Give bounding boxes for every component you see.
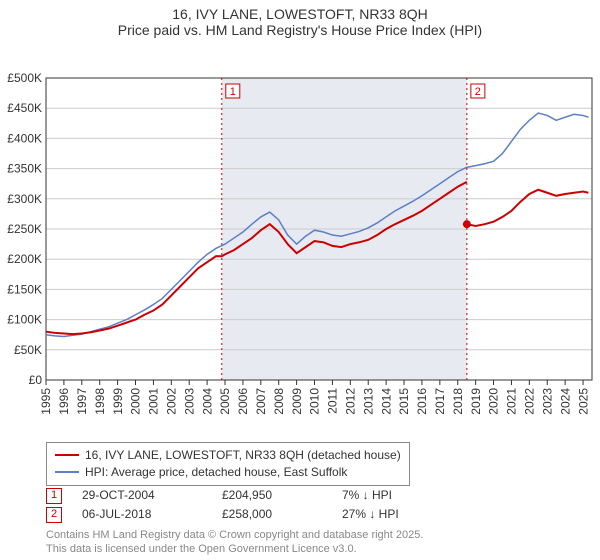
y-tick-label: £150K xyxy=(7,282,42,296)
chart-legend: 16, IVY LANE, LOWESTOFT, NR33 8QH (detac… xyxy=(46,442,410,486)
x-tick-label: 2006 xyxy=(236,388,250,415)
x-tick-label: 2002 xyxy=(165,388,179,415)
line-chart: £0 £50K £100K £150K £200K £250K £300K £350K £400… xyxy=(0,40,600,460)
legend-item: HPI: Average price, detached house, East… xyxy=(55,464,401,481)
x-tick-label: 2018 xyxy=(451,388,465,415)
x-tick-label: 2024 xyxy=(558,388,572,415)
x-tick-label: 2001 xyxy=(147,388,161,415)
x-tick-label: 2010 xyxy=(308,388,322,415)
legend-swatch xyxy=(55,454,79,456)
x-tick-label: 2014 xyxy=(379,388,393,415)
transaction-price: £204,950 xyxy=(222,486,322,505)
transaction-marker: 1 xyxy=(46,488,62,504)
y-tick-label: £300K xyxy=(7,192,42,206)
x-tick-label: 2016 xyxy=(415,388,429,415)
legend-item: 16, IVY LANE, LOWESTOFT, NR33 8QH (detac… xyxy=(55,447,401,464)
x-tick-label: 2007 xyxy=(254,388,268,415)
legend-label: HPI: Average price, detached house, East… xyxy=(85,464,347,481)
x-tick-label: 2005 xyxy=(218,388,232,415)
y-tick-label: £0 xyxy=(29,373,43,387)
title-line2: Price paid vs. HM Land Registry's House … xyxy=(0,22,600,38)
transaction-date: 06-JUL-2018 xyxy=(82,505,202,524)
transaction-table: 1 29-OCT-2004 £204,950 7% ↓ HPI 2 06-JUL-2018… xyxy=(46,486,412,524)
marker-label: 1 xyxy=(230,86,236,98)
x-tick-label: 2008 xyxy=(272,388,286,415)
y-tick-label: £400K xyxy=(7,131,42,145)
title-line1: 16, IVY LANE, LOWESTOFT, NR33 8QH xyxy=(0,6,600,22)
x-tick-label: 1998 xyxy=(93,388,107,415)
footer-line2: This data is licensed under the Open Gov… xyxy=(46,542,423,556)
y-tick-label: £350K xyxy=(7,162,42,176)
footer-attribution: Contains HM Land Registry data © Crown c… xyxy=(46,528,423,557)
chart-title-block: 16, IVY LANE, LOWESTOFT, NR33 8QH Price … xyxy=(0,0,600,40)
legend-swatch xyxy=(55,471,79,473)
x-tick-label: 1999 xyxy=(111,388,125,415)
y-tick-label: £100K xyxy=(7,313,42,327)
x-tick-label: 2012 xyxy=(344,388,358,415)
transaction-gap: 27% ↓ HPI xyxy=(342,505,412,524)
legend-label: 16, IVY LANE, LOWESTOFT, NR33 8QH (detac… xyxy=(85,447,401,464)
y-tick-label: £250K xyxy=(7,222,42,236)
x-tick-label: 2015 xyxy=(397,388,411,415)
marker-label: 2 xyxy=(475,86,481,98)
x-tick-label: 2020 xyxy=(487,388,501,415)
x-tick-label: 2025 xyxy=(576,388,590,415)
transaction-gap: 7% ↓ HPI xyxy=(342,486,412,505)
transaction-row: 2 06-JUL-2018 £258,000 27% ↓ HPI xyxy=(46,505,412,524)
transaction-date: 29-OCT-2004 xyxy=(82,486,202,505)
x-tick-label: 2022 xyxy=(523,388,537,415)
y-tick-label: £200K xyxy=(7,252,42,266)
y-tick-label: £450K xyxy=(7,101,42,115)
x-tick-label: 1997 xyxy=(75,388,89,415)
transaction-price: £258,000 xyxy=(222,505,322,524)
transaction-row: 1 29-OCT-2004 £204,950 7% ↓ HPI xyxy=(46,486,412,505)
y-tick-label: £500K xyxy=(7,71,42,85)
x-tick-label: 2013 xyxy=(361,388,375,415)
x-tick-label: 2009 xyxy=(290,388,304,415)
x-tick-label: 2019 xyxy=(469,388,483,415)
transaction-marker: 2 xyxy=(46,507,62,523)
x-tick-label: 2023 xyxy=(540,388,554,415)
x-tick-label: 1995 xyxy=(39,388,53,415)
x-tick-label: 2003 xyxy=(182,388,196,415)
y-tick-label: £50K xyxy=(14,343,42,357)
x-tick-label: 2004 xyxy=(200,388,214,415)
x-tick-label: 2021 xyxy=(505,388,519,415)
x-tick-label: 2017 xyxy=(433,388,447,415)
x-tick-label: 1996 xyxy=(57,388,71,415)
chart-container: £0 £50K £100K £150K £200K £250K £300K £350K £400… xyxy=(0,40,600,460)
x-tick-label: 2000 xyxy=(129,388,143,415)
footer-line1: Contains HM Land Registry data © Crown c… xyxy=(46,528,423,542)
x-tick-label: 2011 xyxy=(326,388,340,414)
